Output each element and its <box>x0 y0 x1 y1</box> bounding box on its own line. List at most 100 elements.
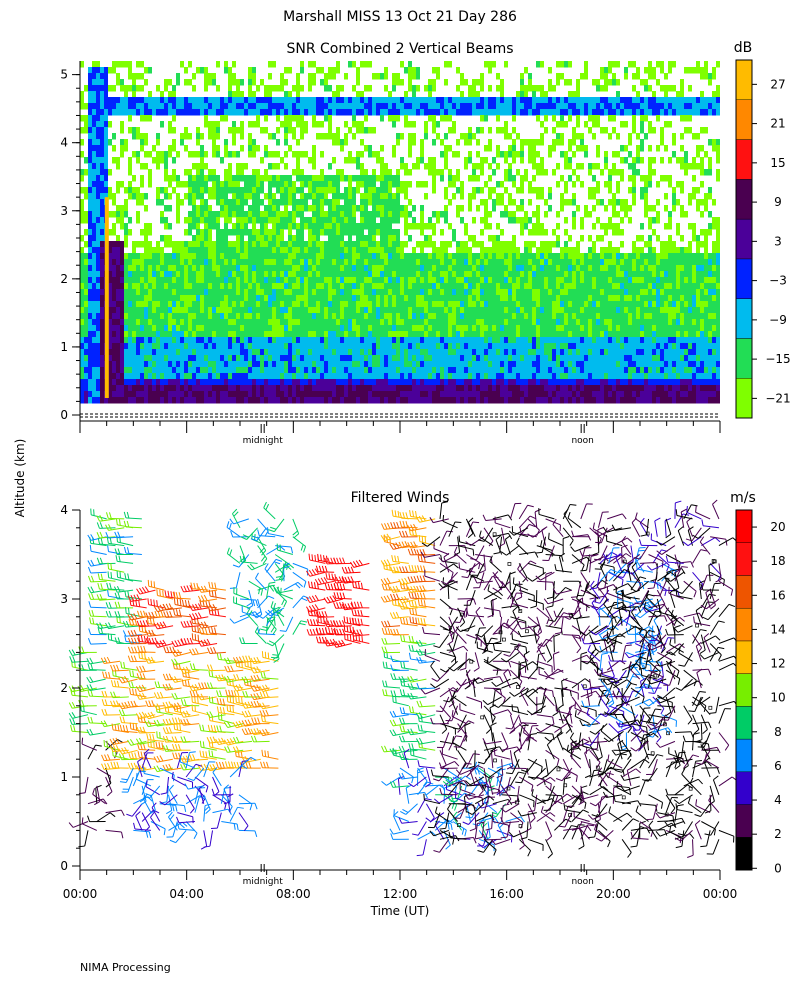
snr-cell <box>376 247 380 254</box>
snr-cell <box>344 355 348 362</box>
snr-cell <box>264 193 268 200</box>
snr-cell <box>456 283 460 290</box>
snr-cell <box>400 385 404 392</box>
snr-cell <box>84 289 88 296</box>
snr-cell <box>476 187 480 194</box>
snr-cell <box>472 295 476 302</box>
snr-cell <box>92 205 96 212</box>
snr-cell <box>124 211 128 218</box>
snr-cell <box>452 229 456 236</box>
snr-cell <box>228 253 232 260</box>
snr-cell <box>320 289 324 296</box>
snr-cell <box>364 313 368 320</box>
snr-cell <box>332 157 336 164</box>
snr-cell <box>264 235 268 242</box>
snr-cell <box>364 301 368 308</box>
snr-cell <box>340 271 344 278</box>
snr-cell <box>80 289 84 296</box>
snr-cell <box>276 307 280 314</box>
snr-cell <box>340 397 344 404</box>
snr-cell <box>356 187 360 194</box>
snr-cell <box>116 295 120 302</box>
snr-cell <box>312 331 316 338</box>
snr-cell <box>320 199 324 206</box>
snr-cell <box>188 283 192 290</box>
snr-cell <box>176 301 180 308</box>
snr-cell <box>88 193 92 200</box>
snr-cell <box>252 349 256 356</box>
snr-cell <box>244 391 248 398</box>
snr-cell <box>356 295 360 302</box>
snr-cell <box>108 361 112 368</box>
snr-cell <box>236 349 240 356</box>
snr-cell <box>120 241 124 248</box>
snr-cell <box>456 301 460 308</box>
snr-cell <box>248 133 252 140</box>
snr-cell <box>508 277 512 284</box>
snr-cell <box>176 367 180 374</box>
snr-cell <box>228 283 232 290</box>
snr-cell <box>352 205 356 212</box>
snr-cell <box>200 325 204 332</box>
snr-cell <box>388 187 392 194</box>
snr-cell <box>216 211 220 218</box>
snr-cell <box>400 307 404 314</box>
snr-cell <box>236 205 240 212</box>
snr-cell <box>308 337 312 344</box>
snr-cell <box>188 175 192 182</box>
snr-cell <box>300 349 304 356</box>
snr-cell <box>492 295 496 302</box>
snr-cell <box>208 265 212 272</box>
snr-cell <box>276 313 280 320</box>
snr-cell <box>372 349 376 356</box>
snr-cell <box>336 133 340 140</box>
snr-cell <box>520 151 524 158</box>
snr-cell <box>496 199 500 206</box>
snr-cell <box>212 145 216 152</box>
snr-cell <box>180 343 184 350</box>
snr-cell <box>468 193 472 200</box>
snr-cell <box>312 145 316 152</box>
snr-cell <box>420 313 424 320</box>
snr-cell <box>288 187 292 194</box>
snr-cell <box>148 181 152 188</box>
snr-cell <box>320 391 324 398</box>
snr-cell <box>400 319 404 326</box>
snr-cell <box>156 193 160 200</box>
snr-cell <box>192 313 196 320</box>
snr-cell <box>88 379 92 386</box>
snr-cell <box>372 253 376 260</box>
snr-cell <box>84 355 88 362</box>
snr-cell <box>156 361 160 368</box>
snr-cell <box>404 325 408 332</box>
snr-cell <box>152 253 156 260</box>
snr-cell <box>436 349 440 356</box>
snr-cell <box>532 151 536 158</box>
snr-cell <box>96 337 100 344</box>
snr-cell <box>440 349 444 356</box>
snr-cell <box>200 253 204 260</box>
snr-cell <box>504 319 508 326</box>
snr-cell <box>336 337 340 344</box>
snr-cell <box>368 223 372 230</box>
snr-cell <box>108 169 112 176</box>
snr-cell <box>112 97 116 104</box>
snr-cell <box>168 319 172 326</box>
snr-cell <box>440 313 444 320</box>
snr-cell <box>312 61 316 68</box>
snr-cell <box>260 391 264 398</box>
snr-cell <box>184 247 188 254</box>
snr-cell <box>236 259 240 266</box>
snr-cell <box>272 217 276 224</box>
snr-cell <box>508 319 512 326</box>
snr-cell <box>360 247 364 254</box>
snr-cell <box>196 367 200 374</box>
snr-cell <box>396 97 400 104</box>
snr-cell <box>416 289 420 296</box>
snr-cell <box>80 97 84 104</box>
snr-cell <box>484 289 488 296</box>
snr-cell <box>188 109 192 116</box>
snr-cell <box>480 385 484 392</box>
snr-cell <box>268 355 272 362</box>
snr-cell <box>488 349 492 356</box>
